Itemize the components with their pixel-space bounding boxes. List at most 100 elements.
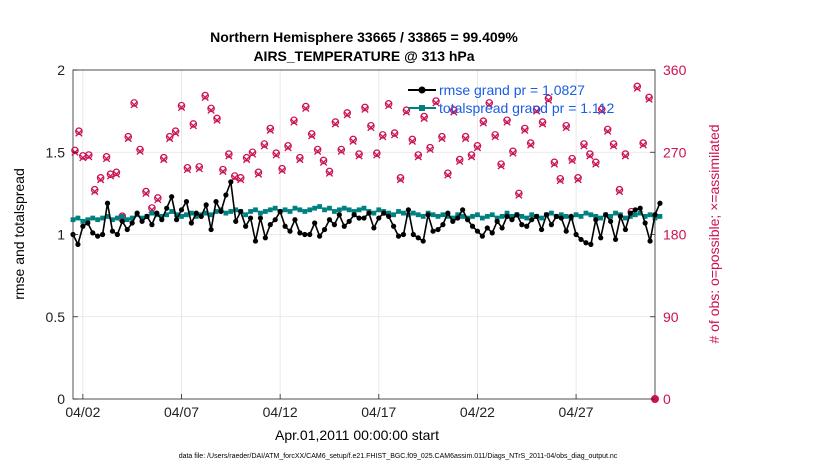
- obs-possible-marker: [378, 131, 387, 139]
- obs-assimilated-marker: [160, 155, 168, 164]
- obs-assimilated-marker: [592, 160, 600, 168]
- x-tick-label: 04/17: [361, 404, 396, 420]
- obs-assimilated-marker: [278, 166, 286, 175]
- obs-assimilated-marker: [550, 160, 559, 168]
- totalspread-marker: [524, 215, 530, 221]
- totalspread-marker: [193, 214, 199, 219]
- obs-possible-marker: [455, 155, 464, 164]
- obs-possible-marker: [603, 125, 612, 134]
- obs-assimilated-marker: [633, 84, 641, 92]
- obs-possible-marker: [544, 94, 553, 103]
- rmse-marker: [282, 223, 288, 229]
- obs-assimilated-marker: [556, 176, 564, 185]
- rmse-marker: [326, 217, 333, 223]
- obs-assimilated-marker: [603, 127, 612, 135]
- rmse-marker: [178, 207, 185, 213]
- rmse-marker: [193, 210, 199, 216]
- obs-assimilated-marker: [237, 176, 245, 184]
- totalspread-marker: [119, 214, 125, 219]
- rmse-marker: [529, 217, 535, 223]
- totalspread-marker: [341, 205, 347, 211]
- totalspread-marker: [489, 212, 495, 218]
- y-right-tick-label: 90: [663, 309, 679, 325]
- obs-assimilated-marker: [373, 151, 381, 159]
- totalspread-marker: [228, 209, 234, 214]
- rmse-marker: [632, 207, 638, 213]
- obs-possible-marker: [296, 153, 304, 162]
- obs-assimilated-marker: [355, 152, 363, 160]
- totalspread-marker: [642, 214, 648, 219]
- rmse-marker: [578, 236, 584, 243]
- rmse-marker: [514, 212, 520, 218]
- totalspread-marker: [302, 209, 308, 214]
- totalspread-marker: [258, 210, 263, 216]
- obs-possible-marker: [473, 142, 482, 150]
- totalspread-marker: [267, 207, 273, 213]
- x-tick-label: 04/12: [263, 404, 298, 420]
- obs-possible-marker: [580, 140, 588, 148]
- totalspread-marker: [188, 210, 194, 216]
- totalspread-marker: [396, 209, 401, 214]
- y-axis-label: rmse and totalspread: [11, 168, 27, 300]
- obs-possible-marker: [479, 117, 488, 125]
- rmse-marker: [149, 222, 155, 228]
- obs-possible-marker: [414, 151, 423, 159]
- rmse-marker: [593, 217, 599, 223]
- x-tick-label: 04/22: [460, 404, 495, 420]
- rmse-marker: [366, 210, 372, 216]
- rmse-marker: [341, 223, 347, 229]
- rmse-marker: [386, 213, 392, 220]
- rmse-marker: [297, 230, 303, 236]
- totalspread-marker: [455, 212, 461, 218]
- obs-assimilated-marker: [479, 119, 488, 127]
- totalspread-marker: [632, 212, 638, 218]
- totalspread-marker: [475, 212, 480, 218]
- totalspread-marker: [322, 207, 327, 213]
- y-axis-right-label: # of obs: o=possible; ×=assimilated: [706, 124, 722, 343]
- obs-possible-marker: [254, 168, 263, 177]
- obs-assimilated-marker: [272, 151, 280, 159]
- obs-possible-marker: [142, 187, 150, 196]
- rmse-marker: [415, 235, 421, 241]
- totalspread-marker: [356, 207, 362, 213]
- totalspread-marker: [529, 212, 535, 218]
- obs-possible-marker: [319, 156, 328, 165]
- totalspread-marker: [558, 212, 564, 218]
- totalspread-marker: [272, 205, 278, 211]
- rmse-marker: [460, 207, 466, 213]
- rmse-marker: [307, 231, 313, 238]
- obs-assimilated-marker: [432, 99, 440, 107]
- totalspread-marker: [598, 215, 604, 221]
- obs-possible-marker: [260, 140, 269, 148]
- obs-assimilated-marker: [248, 150, 257, 158]
- obs-possible-marker: [586, 150, 594, 158]
- totalspread-marker: [657, 214, 663, 219]
- y-right-tick-label: 360: [663, 62, 687, 78]
- rmse-marker: [188, 220, 194, 226]
- totalspread-marker: [479, 215, 485, 221]
- totalspread-marker: [327, 205, 332, 211]
- obs-assimilated-marker: [473, 144, 482, 152]
- rmse-marker: [405, 207, 411, 213]
- rmse-marker: [257, 215, 264, 221]
- obs-possible-marker: [136, 145, 144, 154]
- obs-assimilated-marker: [254, 170, 263, 178]
- rmse-marker: [573, 231, 579, 238]
- obs-assimilated-marker: [509, 149, 517, 157]
- rmse-marker: [104, 200, 111, 206]
- obs-possible-marker: [396, 174, 405, 182]
- y-tick-label: 0: [57, 391, 65, 407]
- totalspread-marker: [243, 212, 249, 218]
- totalspread-marker: [223, 210, 229, 216]
- totalspread-marker: [179, 214, 184, 219]
- obs-possible-marker: [183, 163, 192, 172]
- obs-possible-marker: [408, 135, 417, 144]
- obs-assimilated-marker: [621, 152, 630, 160]
- obs-assimilated-marker: [527, 141, 535, 149]
- rmse-marker: [252, 238, 259, 244]
- totalspread-marker: [75, 215, 81, 221]
- totalspread-marker: [405, 212, 411, 218]
- rmse-marker: [494, 218, 500, 224]
- rmse-marker: [519, 222, 525, 228]
- rmse-marker: [183, 199, 190, 205]
